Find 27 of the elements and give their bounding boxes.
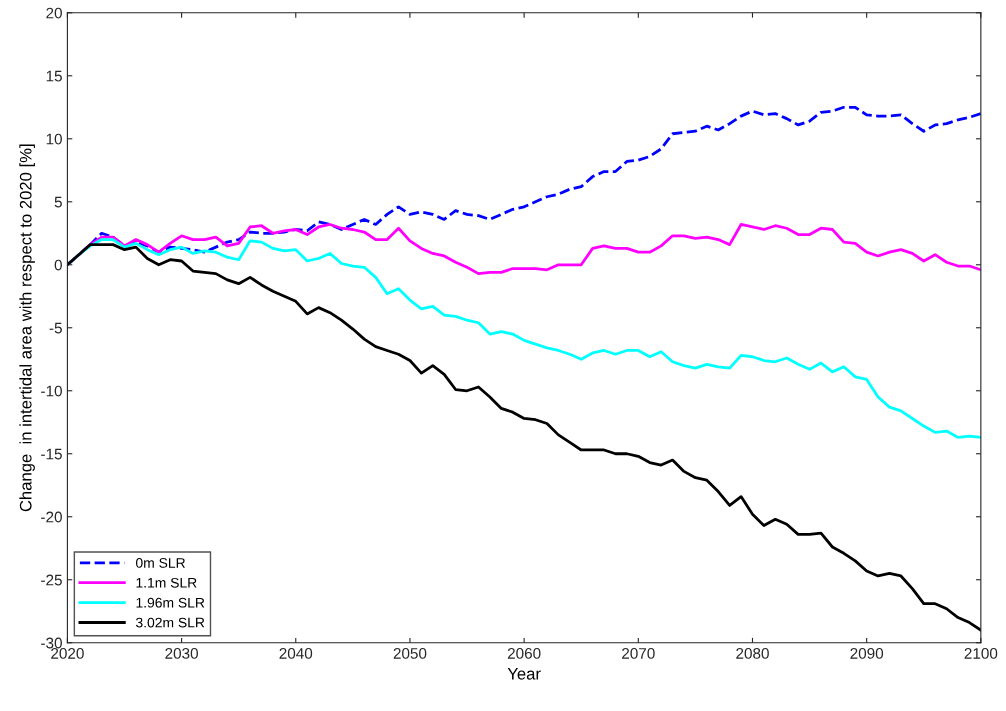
x-tick-label: 2080 bbox=[736, 648, 769, 659]
x-tick-label: 2020 bbox=[51, 648, 84, 659]
y-tick-label: 0 bbox=[54, 259, 62, 271]
x-tick-label: 2090 bbox=[850, 648, 884, 659]
x-tick-label: 2060 bbox=[507, 648, 541, 659]
y-tick-label: 10 bbox=[46, 133, 62, 145]
y-tick-label: -20 bbox=[41, 511, 62, 523]
x-tick-label: 2050 bbox=[393, 648, 427, 659]
legend-label: 1.96m SLR bbox=[136, 597, 205, 608]
line-series bbox=[67, 243, 981, 632]
x-tick-label: 2100 bbox=[964, 648, 998, 659]
y-tick-label: -25 bbox=[41, 574, 62, 586]
y-tick-label: 20 bbox=[46, 7, 62, 19]
y-tick-label: -15 bbox=[41, 448, 62, 460]
x-tick-label: 2040 bbox=[279, 648, 313, 659]
y-tick-label: 15 bbox=[46, 70, 62, 82]
legend-label: 3.02m SLR bbox=[135, 617, 205, 628]
x-tick-label: 2030 bbox=[165, 648, 198, 659]
y-tick-label: -10 bbox=[41, 385, 62, 397]
x-axis-title: Year bbox=[507, 668, 541, 680]
y-axis-title: Change in intertidal area with respect to 2020 [%] bbox=[19, 144, 35, 512]
legend-label: 0m SLR bbox=[136, 557, 185, 568]
legend-label: 1.1m SLR bbox=[136, 577, 197, 588]
y-tick-label: 5 bbox=[54, 196, 62, 208]
x-tick-label: 2070 bbox=[622, 648, 655, 659]
y-tick-label: -5 bbox=[49, 322, 62, 334]
y-tick-label: -30 bbox=[41, 637, 62, 649]
